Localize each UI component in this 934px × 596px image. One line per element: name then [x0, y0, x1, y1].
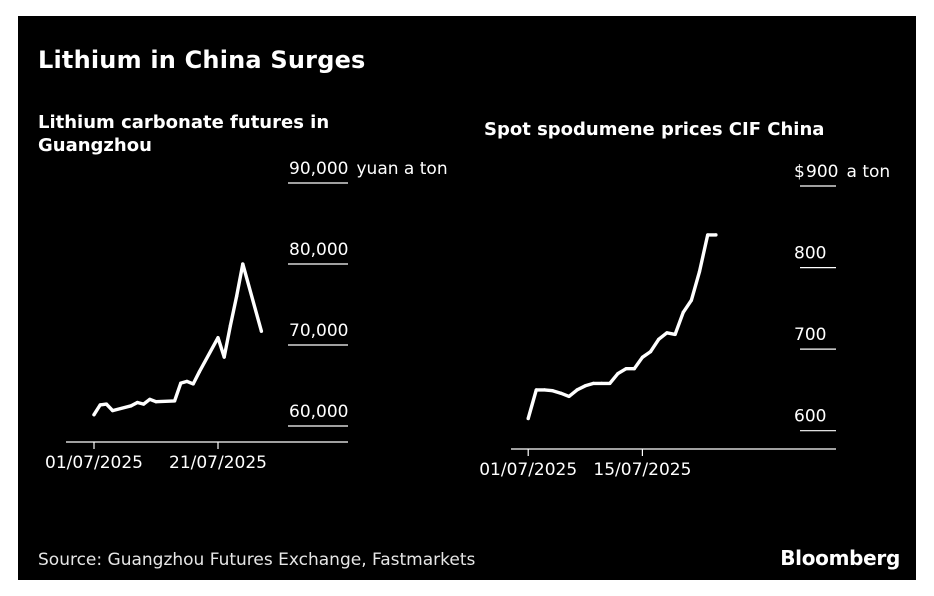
data-point [567, 394, 571, 398]
data-point [640, 355, 645, 359]
y-unit-label: yuan a ton [357, 159, 448, 179]
y-tick-label: 90,000 [289, 159, 348, 179]
data-point [608, 381, 612, 385]
data-point [689, 298, 694, 302]
right-chart: $900 a ton 800 700 600 01/07/2025 15/07/2025 [479, 162, 891, 480]
y-tick-label: 80,000 [289, 240, 348, 260]
data-point [657, 337, 661, 341]
y-unit-label: a ton [847, 162, 891, 182]
data-point [673, 332, 677, 336]
data-point [583, 384, 587, 388]
data-point [559, 391, 563, 395]
data-point [179, 381, 183, 385]
data-point [697, 270, 702, 274]
x-tick-label: 01/07/2025 [479, 460, 577, 480]
y-tick-label: 70,000 [289, 321, 348, 341]
data-point [526, 416, 530, 421]
data-point [148, 397, 152, 401]
data-point [216, 336, 220, 340]
data-point [228, 324, 232, 328]
x-tick-label: 15/07/2025 [593, 460, 691, 480]
data-point [600, 381, 604, 385]
bloomberg-logo: Bloomberg [780, 546, 900, 570]
data-point [154, 400, 158, 404]
data-point [142, 402, 146, 406]
left-chart: 90,000 yuan a ton 80,000 70,000 60,000 01/07/… [45, 159, 448, 473]
data-point [98, 403, 102, 407]
y-tick-label: 900 [806, 162, 838, 182]
data-point [235, 294, 239, 298]
series-line [526, 233, 718, 421]
data-point [649, 350, 653, 354]
x-tick-label: 01/07/2025 [45, 453, 143, 473]
series-line [92, 262, 264, 417]
data-point [551, 389, 555, 393]
y-tick-label: 700 [794, 325, 826, 345]
chart-frame: Lithium in China Surges Lithium carbonat… [18, 16, 916, 580]
data-point [197, 370, 201, 374]
left-chart-title: Lithium carbonate futures in Guangzhou [38, 112, 330, 156]
source-note: Source: Guangzhou Futures Exchange, Fast… [38, 550, 476, 570]
data-point [241, 262, 245, 266]
data-point [665, 331, 669, 335]
y-unit-prefix: $ [794, 162, 805, 182]
data-point [104, 402, 108, 406]
data-point [129, 404, 133, 408]
data-point [681, 310, 685, 314]
data-point [706, 233, 710, 237]
page-title: Lithium in China Surges [38, 46, 366, 74]
y-tick-label: 600 [794, 407, 826, 427]
data-point [173, 399, 177, 403]
data-point [624, 367, 628, 371]
data-point [542, 388, 547, 392]
x-tick-label: 21/07/2025 [169, 453, 267, 473]
data-point [92, 413, 96, 417]
data-point [135, 400, 139, 405]
y-tick-label: 800 [794, 244, 826, 264]
right-chart-title: Spot spodumene prices CIF China [484, 119, 825, 140]
data-point [259, 329, 263, 333]
data-point [616, 372, 620, 376]
data-point [185, 379, 189, 383]
data-point [575, 388, 579, 392]
y-tick-label: 60,000 [289, 402, 348, 422]
data-point [591, 381, 596, 385]
data-point [191, 382, 195, 386]
data-point [111, 409, 115, 413]
data-point [534, 388, 538, 392]
data-point [714, 233, 718, 237]
data-point [222, 355, 226, 359]
data-point [632, 367, 636, 371]
